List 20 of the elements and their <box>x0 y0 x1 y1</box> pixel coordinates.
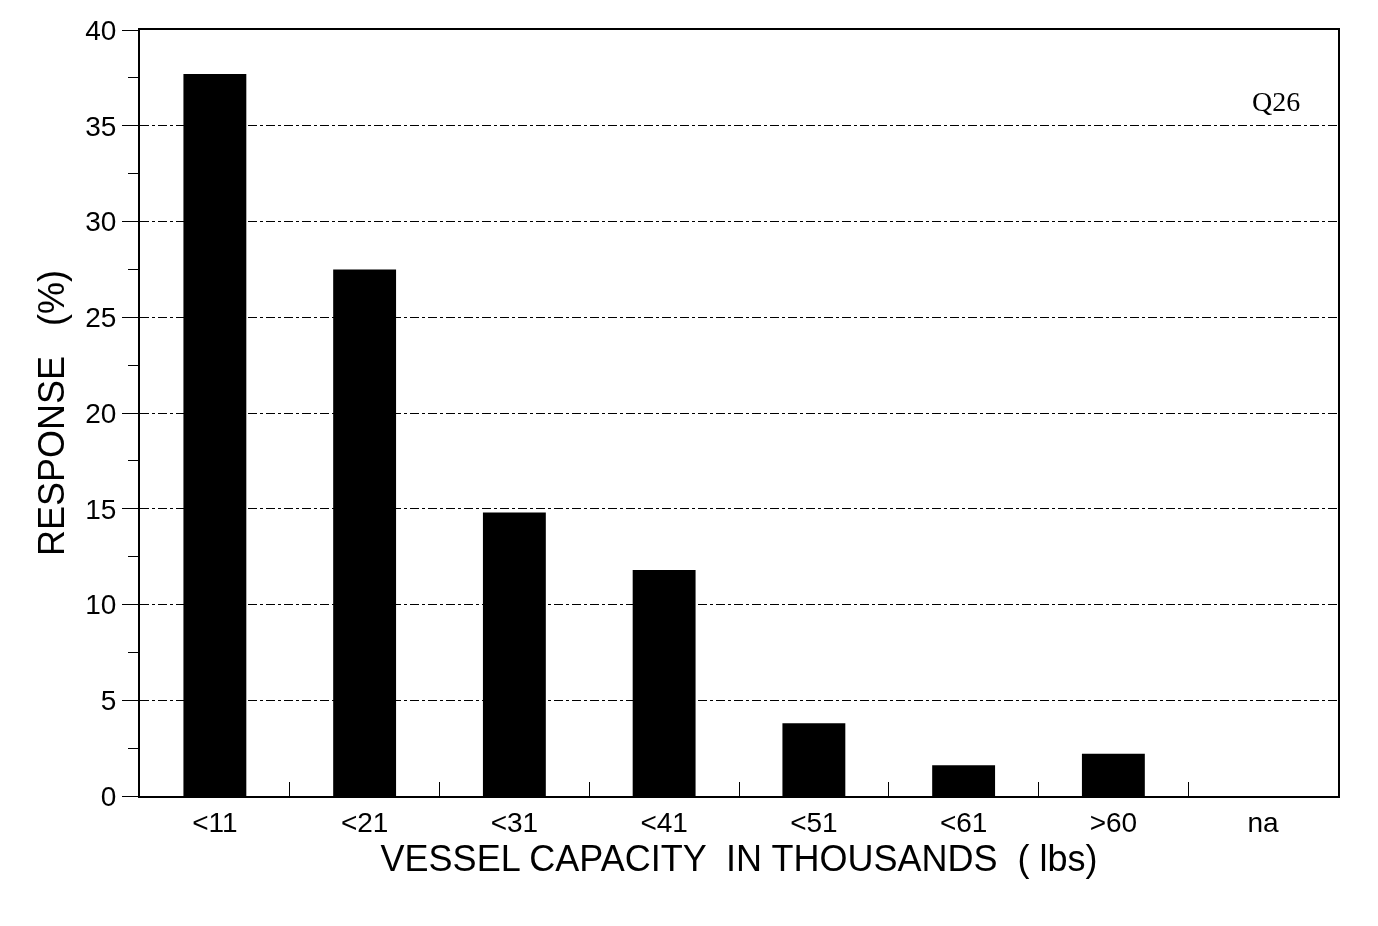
annotation: Q26 <box>1252 86 1301 117</box>
x-tick-label: <41 <box>640 806 688 838</box>
x-tick-label: <11 <box>192 806 238 838</box>
y-tick-label: 5 <box>100 685 117 717</box>
x-tick-label: <61 <box>939 806 988 838</box>
x-tick-label: <51 <box>790 806 838 838</box>
x-tick-label: <21 <box>340 806 389 838</box>
y-tick-label: 25 <box>85 302 117 334</box>
y-tick-label: 40 <box>85 14 117 46</box>
y-tick-label: 10 <box>85 589 117 621</box>
y-tick-label: 30 <box>85 206 117 238</box>
x-tick-label: na <box>1247 806 1280 838</box>
y-tick-label: 20 <box>85 397 117 429</box>
y-tick-label: 35 <box>85 110 117 142</box>
x-tick-label: <31 <box>490 806 539 838</box>
y-tick-label: 15 <box>85 493 117 525</box>
x-tick-label: >60 <box>1089 806 1138 838</box>
x-axis-title: VESSEL CAPACITY IN THOUSANDS ( lbs) <box>380 837 1098 879</box>
y-axis-title: RESPONSE (%) <box>30 269 72 557</box>
y-tick-label: 0 <box>100 780 117 812</box>
